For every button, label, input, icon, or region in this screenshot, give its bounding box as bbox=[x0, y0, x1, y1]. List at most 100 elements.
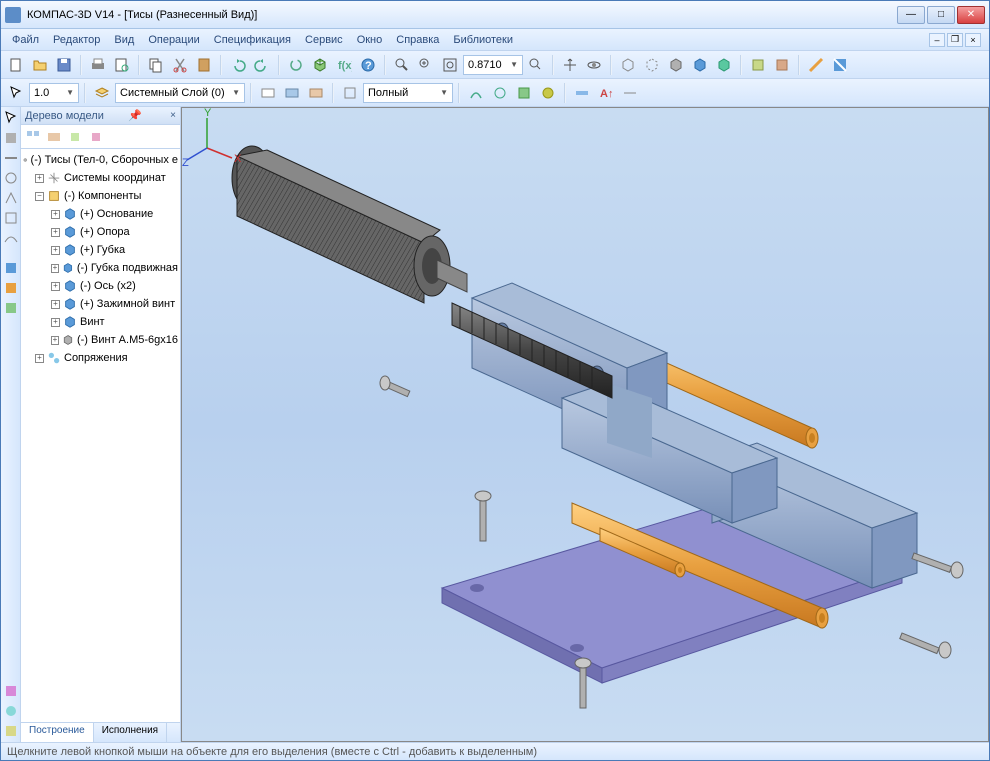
expander-icon[interactable]: + bbox=[51, 264, 59, 273]
copy-button[interactable] bbox=[145, 54, 167, 76]
expander-icon[interactable]: + bbox=[51, 318, 60, 327]
tb2-btn-2[interactable] bbox=[281, 82, 303, 104]
wireframe-button[interactable] bbox=[617, 54, 639, 76]
tree-item[interactable]: (-) Ось (x2) bbox=[80, 280, 136, 292]
view-button-1[interactable] bbox=[747, 54, 769, 76]
expander-icon[interactable]: + bbox=[51, 246, 60, 255]
vtool-12[interactable] bbox=[2, 702, 20, 720]
tb2-btn-3[interactable] bbox=[305, 82, 327, 104]
tb2-btn-10[interactable]: A↑ bbox=[595, 82, 617, 104]
tab-exec[interactable]: Исполнения bbox=[94, 723, 167, 742]
tab-build[interactable]: Построение bbox=[21, 723, 94, 742]
tb2-btn-11[interactable] bbox=[619, 82, 641, 104]
minimize-button[interactable]: — bbox=[897, 6, 925, 24]
layer-combo[interactable]: Системный Слой (0)▼ bbox=[115, 83, 245, 103]
shaded-button[interactable] bbox=[665, 54, 687, 76]
close-button[interactable]: ✕ bbox=[957, 6, 985, 24]
mdi-restore-button[interactable]: ❐ bbox=[947, 33, 963, 47]
tb2-btn-8[interactable] bbox=[537, 82, 559, 104]
zoom-combo[interactable]: 0.8710▼ bbox=[463, 55, 523, 75]
paste-button[interactable] bbox=[193, 54, 215, 76]
tb2-btn-1[interactable] bbox=[257, 82, 279, 104]
tree-btn-4[interactable] bbox=[86, 127, 106, 147]
zoom-window-button[interactable] bbox=[391, 54, 413, 76]
new-button[interactable] bbox=[5, 54, 27, 76]
tree-item[interactable]: (-) Компоненты bbox=[64, 190, 141, 202]
menu-view[interactable]: Вид bbox=[107, 34, 141, 46]
pan-button[interactable] bbox=[559, 54, 581, 76]
tree-item[interactable]: Винт bbox=[80, 316, 105, 328]
tree-item[interactable]: (+) Губка bbox=[80, 244, 125, 256]
vtool-9[interactable] bbox=[2, 279, 20, 297]
refresh-button[interactable] bbox=[285, 54, 307, 76]
expander-icon[interactable]: + bbox=[35, 174, 44, 183]
vtool-7[interactable] bbox=[2, 229, 20, 247]
vtool-6[interactable] bbox=[2, 209, 20, 227]
zoom-prev-button[interactable] bbox=[525, 54, 547, 76]
tree-item[interactable]: Системы координат bbox=[64, 172, 166, 184]
expander-icon[interactable]: + bbox=[51, 336, 59, 345]
vtool-3[interactable] bbox=[2, 149, 20, 167]
vtool-1[interactable] bbox=[2, 109, 20, 127]
tree-btn-3[interactable] bbox=[65, 127, 85, 147]
tree-item[interactable]: Сопряжения bbox=[64, 352, 128, 364]
measure-button[interactable] bbox=[805, 54, 827, 76]
menu-editor[interactable]: Редактор bbox=[46, 34, 107, 46]
zoom-fit-button[interactable] bbox=[439, 54, 461, 76]
tb2-btn-4[interactable] bbox=[339, 82, 361, 104]
help-button[interactable]: ? bbox=[357, 54, 379, 76]
panel-close-button[interactable]: × bbox=[170, 110, 176, 121]
shaded-edges-button[interactable] bbox=[689, 54, 711, 76]
rotate-button[interactable] bbox=[583, 54, 605, 76]
vtool-4[interactable] bbox=[2, 169, 20, 187]
tb2-btn-6[interactable] bbox=[489, 82, 511, 104]
zoom-in-button[interactable] bbox=[415, 54, 437, 76]
expander-icon[interactable]: + bbox=[51, 228, 60, 237]
tree-item[interactable]: (-) Винт А.M5-6gx16 bbox=[77, 334, 178, 346]
vtool-11[interactable] bbox=[2, 682, 20, 700]
maximize-button[interactable]: □ bbox=[927, 6, 955, 24]
tree-item[interactable]: (-) Губка подвижная bbox=[77, 262, 178, 274]
expander-icon[interactable]: + bbox=[51, 282, 60, 291]
open-button[interactable] bbox=[29, 54, 51, 76]
undo-button[interactable] bbox=[227, 54, 249, 76]
tb2-btn-7[interactable] bbox=[513, 82, 535, 104]
print-button[interactable] bbox=[87, 54, 109, 76]
layers-button[interactable] bbox=[91, 82, 113, 104]
save-button[interactable] bbox=[53, 54, 75, 76]
preview-button[interactable] bbox=[111, 54, 133, 76]
vtool-10[interactable] bbox=[2, 299, 20, 317]
model-tree[interactable]: (-) Тисы (Тел-0, Сборочных е + Системы ко… bbox=[21, 149, 180, 722]
tree-item[interactable]: (+) Зажимной винт bbox=[80, 298, 175, 310]
menu-window[interactable]: Окно bbox=[350, 34, 390, 46]
menu-libraries[interactable]: Библиотеки bbox=[446, 34, 520, 46]
tree-item[interactable]: (+) Основание bbox=[80, 208, 153, 220]
hidden-button[interactable] bbox=[641, 54, 663, 76]
menu-help[interactable]: Справка bbox=[389, 34, 446, 46]
tb2-btn-5[interactable] bbox=[465, 82, 487, 104]
view-button-2[interactable] bbox=[771, 54, 793, 76]
mdi-close-button[interactable]: × bbox=[965, 33, 981, 47]
tree-item[interactable]: (+) Опора bbox=[80, 226, 130, 238]
mode-combo[interactable]: Полный▼ bbox=[363, 83, 453, 103]
vtool-8[interactable] bbox=[2, 259, 20, 277]
tree-root[interactable]: (-) Тисы (Тел-0, Сборочных е bbox=[31, 154, 178, 166]
fx-button[interactable]: f(x) bbox=[333, 54, 355, 76]
perspective-button[interactable] bbox=[713, 54, 735, 76]
panel-pin-icon[interactable]: 📌 bbox=[128, 109, 142, 122]
section-button[interactable] bbox=[829, 54, 851, 76]
vtool-5[interactable] bbox=[2, 189, 20, 207]
expander-icon[interactable]: + bbox=[51, 300, 60, 309]
expander-icon[interactable]: + bbox=[35, 354, 44, 363]
cut-button[interactable] bbox=[169, 54, 191, 76]
menu-service[interactable]: Сервис bbox=[298, 34, 350, 46]
3d-viewport[interactable]: X Y Z bbox=[181, 107, 989, 742]
cube-button[interactable] bbox=[309, 54, 331, 76]
tree-btn-1[interactable] bbox=[23, 127, 43, 147]
menu-operations[interactable]: Операции bbox=[141, 34, 206, 46]
vtool-13[interactable] bbox=[2, 722, 20, 740]
tree-btn-2[interactable] bbox=[44, 127, 64, 147]
scale-combo[interactable]: 1.0▼ bbox=[29, 83, 79, 103]
tb2-btn-9[interactable] bbox=[571, 82, 593, 104]
redo-button[interactable] bbox=[251, 54, 273, 76]
